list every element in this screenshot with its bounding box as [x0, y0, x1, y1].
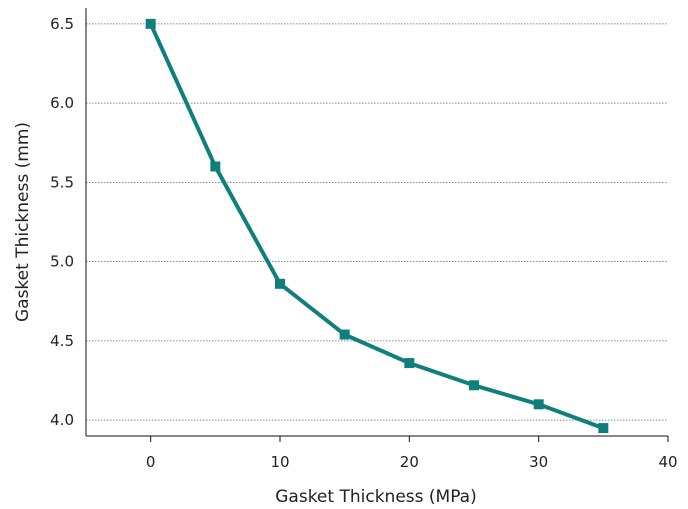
data-point-marker — [533, 399, 544, 410]
data-series — [145, 18, 609, 434]
data-point-marker — [598, 423, 609, 434]
y-tick-label: 5.0 — [50, 253, 74, 271]
y-tick-label: 4.5 — [50, 332, 74, 350]
x-axis-title: Gasket Thickness (MPa) — [275, 487, 476, 507]
y-tick-label: 4.0 — [50, 411, 74, 429]
axes — [85, 8, 669, 442]
data-point-marker — [404, 358, 415, 369]
y-axis-title: Gasket Thickness (mm) — [13, 122, 33, 322]
x-tick-label: 10 — [270, 453, 289, 471]
y-tick-label: 6.0 — [50, 94, 74, 112]
data-point-marker — [210, 161, 221, 172]
data-point-marker — [275, 278, 285, 289]
x-tick-label: 0 — [146, 453, 156, 471]
data-point-marker — [469, 380, 479, 391]
y-tick-label: 6.5 — [50, 15, 74, 33]
series-line — [148, 21, 606, 431]
x-tick-label: 30 — [529, 453, 548, 471]
data-point-marker — [145, 18, 156, 29]
x-tick-label: 40 — [658, 453, 677, 471]
x-tick-label: 20 — [400, 453, 419, 471]
data-point-marker — [339, 329, 350, 340]
y-tick-label: 5.5 — [50, 173, 74, 191]
grid-lines — [86, 23, 668, 421]
tick-labels: 4.0 4.5 5.0 5.5 6.0 6.5 0 10 20 30 40 — [50, 15, 677, 471]
